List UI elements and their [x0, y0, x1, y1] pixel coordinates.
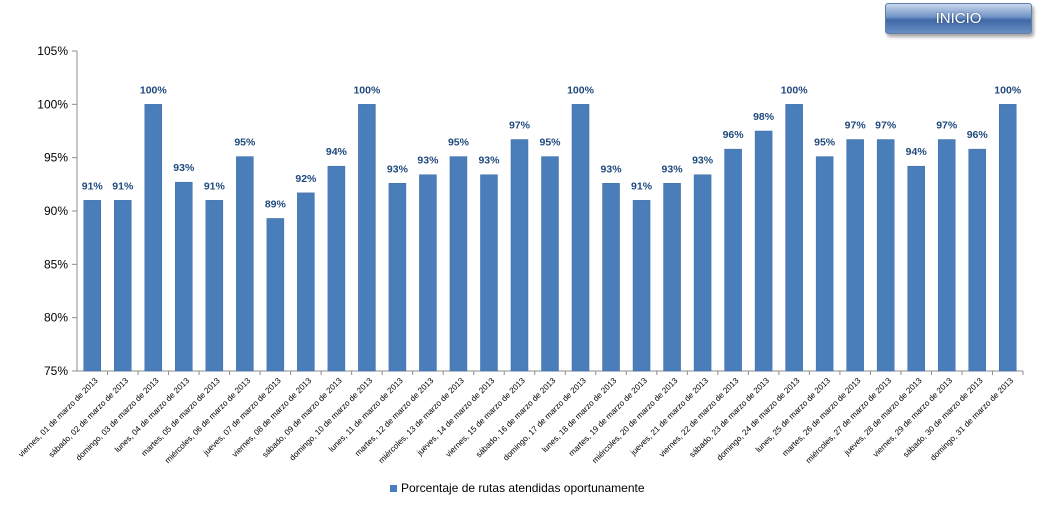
data-label: 97% [936, 120, 958, 132]
inicio-button[interactable]: INICIO [885, 3, 1032, 34]
data-label: 100% [567, 84, 595, 96]
data-label: 95% [234, 137, 256, 149]
data-label: 97% [845, 120, 867, 132]
y-tick-label: 85% [44, 257, 68, 271]
data-label: 93% [478, 155, 500, 167]
bar [815, 156, 834, 372]
data-label: 94% [326, 146, 348, 158]
bar [663, 183, 681, 372]
bar [114, 200, 132, 372]
data-label: 100% [994, 84, 1022, 96]
bar [236, 156, 254, 372]
bar [724, 148, 742, 372]
data-label: 97% [875, 120, 897, 132]
data-label: 93% [692, 155, 714, 167]
y-tick-label: 80% [44, 311, 68, 325]
bar [449, 156, 468, 372]
y-tick-label: 75% [44, 364, 68, 378]
data-label: 96% [723, 129, 745, 141]
bar [205, 200, 224, 372]
data-label: 91% [204, 180, 226, 192]
bar [510, 139, 529, 372]
data-label: 100% [353, 84, 381, 96]
bar [358, 104, 376, 372]
bar [266, 218, 285, 372]
y-tick-label: 90% [44, 204, 68, 218]
data-label: 95% [539, 137, 561, 149]
legend-swatch [390, 485, 397, 492]
legend-label: Porcentaje de rutas atendidas oportuname… [401, 481, 645, 495]
bar [480, 174, 498, 372]
bar [175, 181, 193, 372]
bar [571, 104, 590, 372]
bar [937, 139, 956, 372]
data-label: 93% [417, 155, 439, 167]
data-label: 95% [814, 137, 836, 149]
bar [632, 200, 651, 372]
y-tick-label: 95% [44, 151, 68, 165]
bar [876, 139, 895, 372]
bar [846, 139, 864, 372]
y-tick-label: 100% [37, 97, 68, 111]
bar [602, 183, 620, 372]
data-label: 91% [112, 180, 134, 192]
data-label: 97% [509, 120, 531, 132]
data-label: 100% [781, 84, 809, 96]
data-label: 93% [662, 163, 684, 175]
bar [907, 165, 925, 372]
data-label: 95% [448, 137, 470, 149]
bar [388, 183, 407, 372]
bar [968, 148, 986, 372]
data-label: 93% [601, 163, 623, 175]
data-label: 94% [906, 146, 928, 158]
data-label: 96% [967, 129, 989, 141]
data-label: 91% [82, 180, 104, 192]
data-label: 93% [173, 162, 195, 174]
bar [327, 165, 346, 372]
bar [754, 130, 773, 372]
bar [419, 174, 437, 372]
data-label: 92% [295, 173, 317, 185]
bar [83, 200, 102, 372]
data-label: 98% [753, 111, 775, 123]
bar [144, 104, 163, 372]
bar [541, 156, 559, 372]
data-label: 93% [387, 163, 409, 175]
bar [785, 104, 803, 372]
data-label: 100% [140, 84, 168, 96]
bar [693, 174, 712, 372]
data-label: 91% [631, 180, 653, 192]
data-label: 89% [265, 198, 287, 210]
y-tick-label: 105% [37, 44, 68, 58]
bar [998, 104, 1017, 372]
bar [297, 192, 315, 372]
